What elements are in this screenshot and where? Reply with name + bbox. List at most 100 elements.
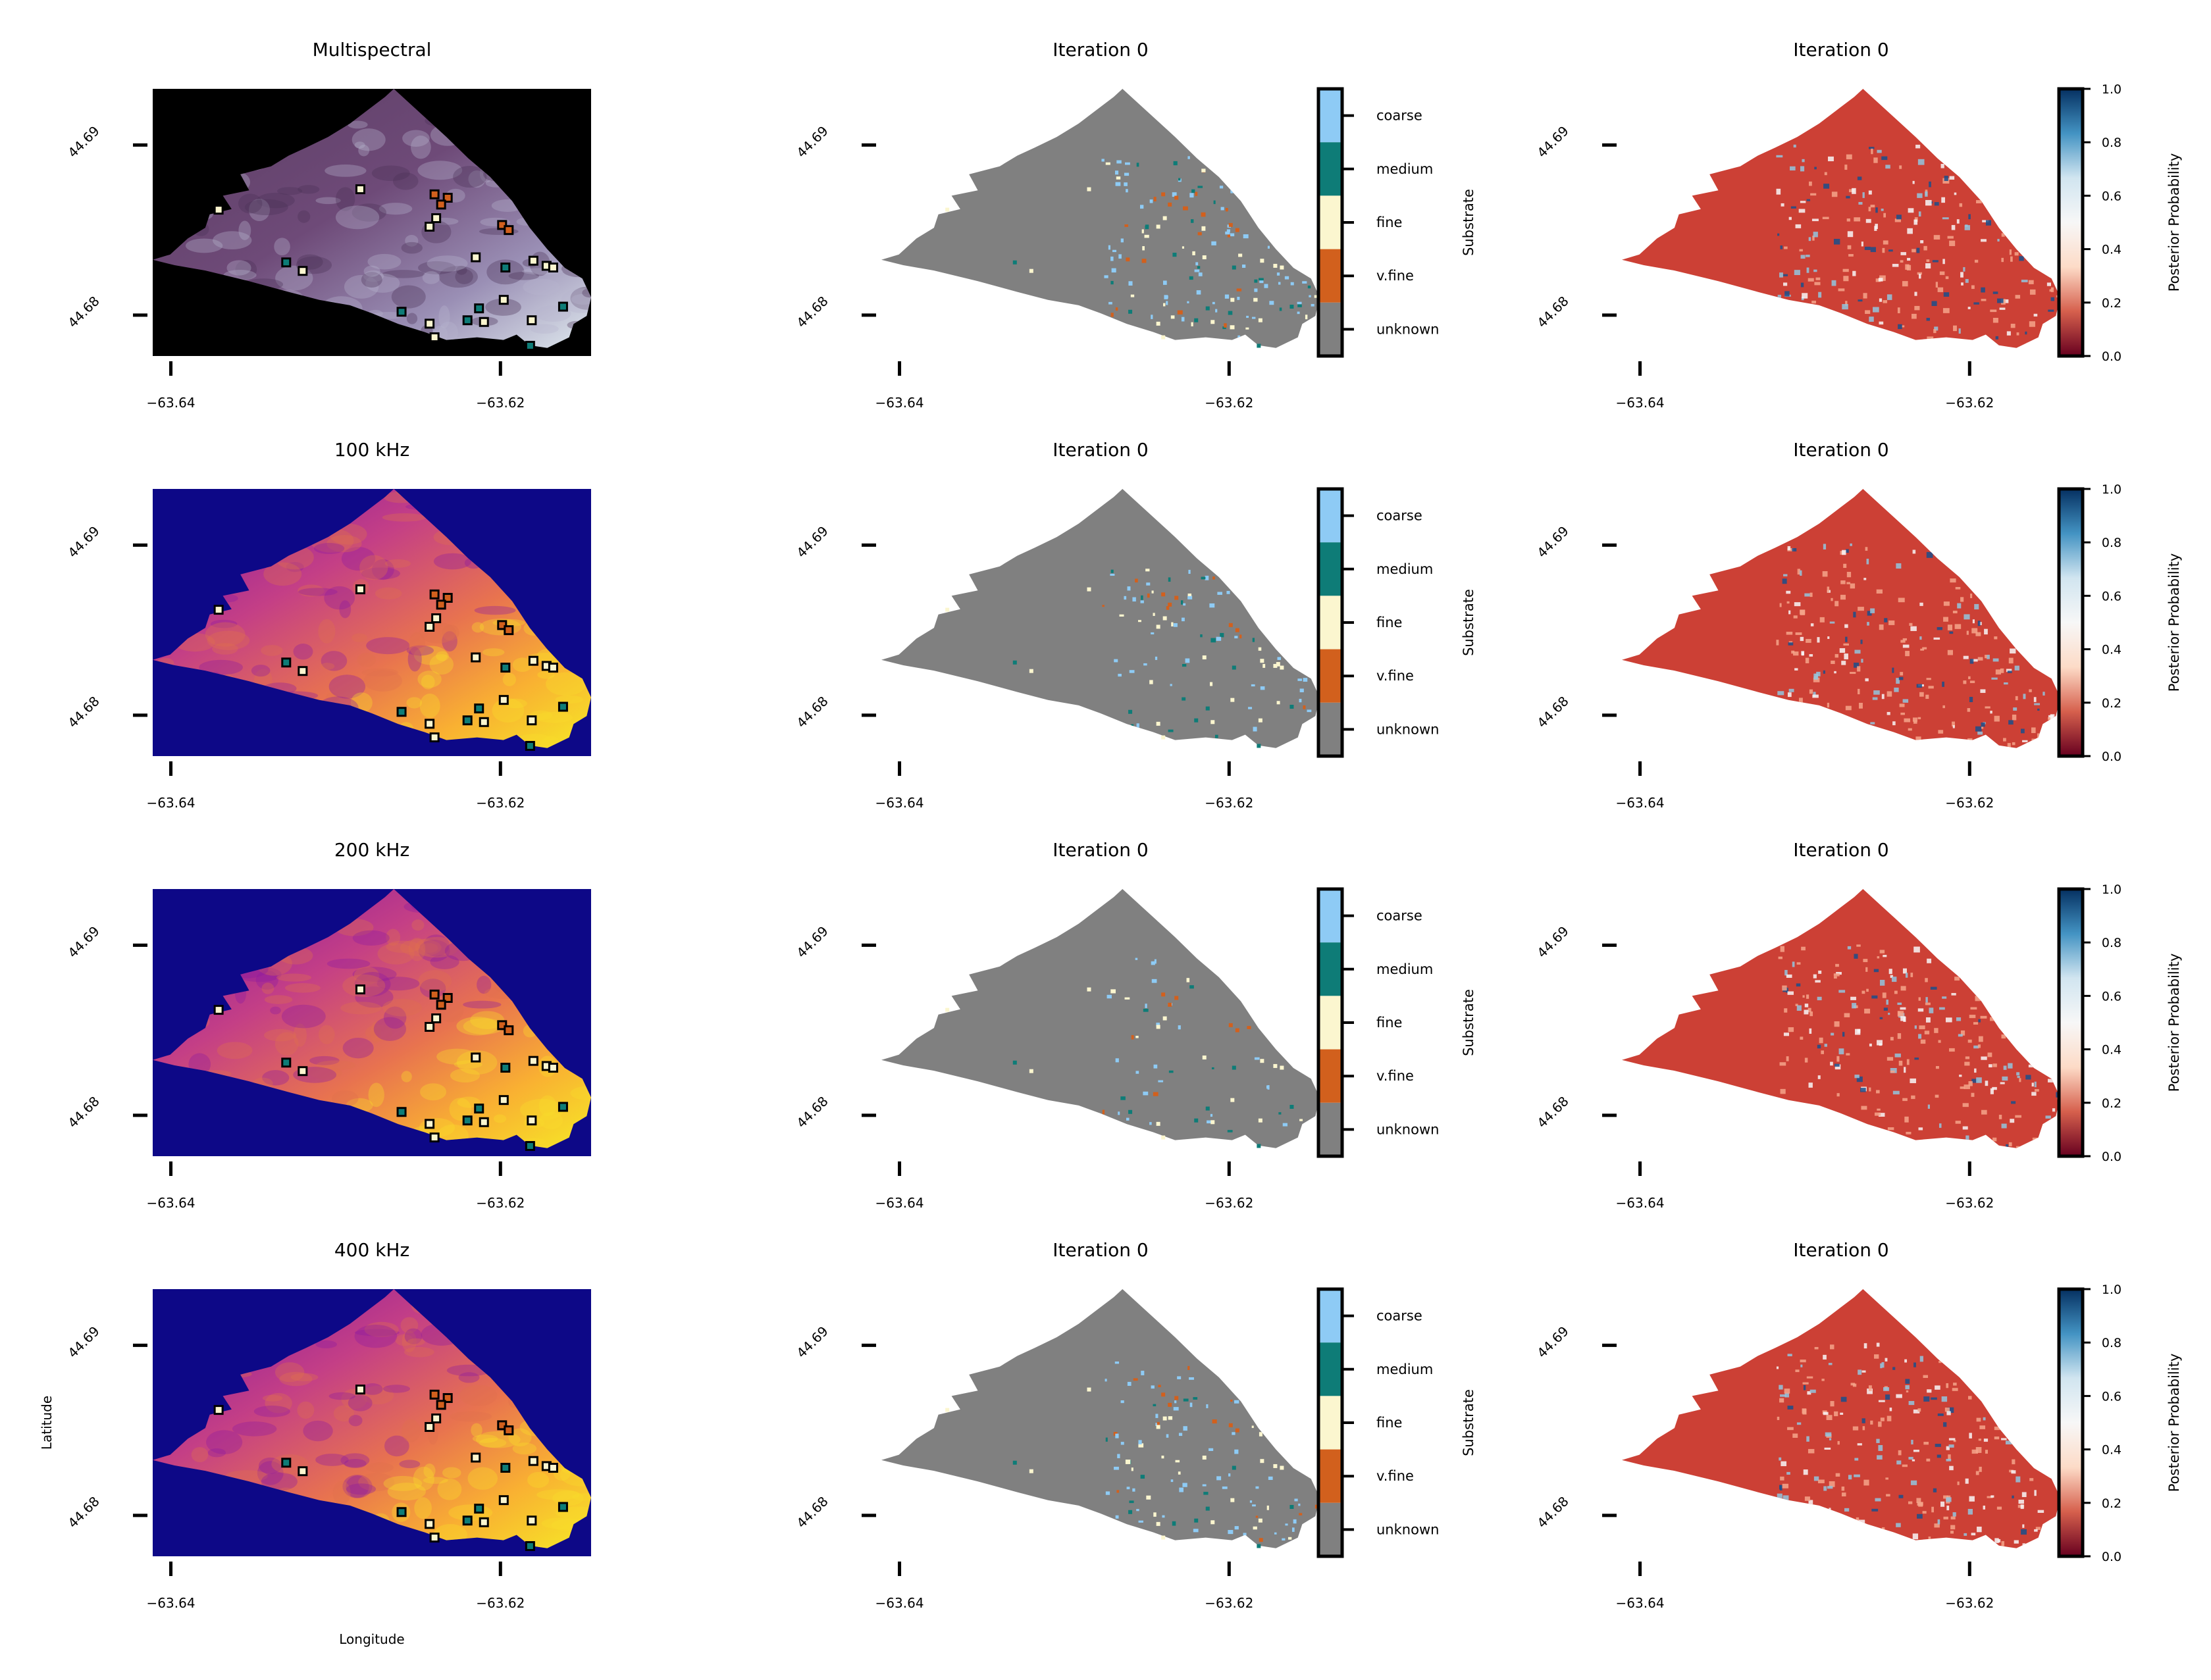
probability-pixel bbox=[1818, 1479, 1825, 1484]
sample-point bbox=[1202, 655, 1207, 660]
probability-pixel bbox=[1923, 1442, 1929, 1445]
probability-pixel bbox=[1868, 207, 1871, 212]
raster-blob bbox=[326, 958, 371, 969]
sample-point bbox=[425, 1021, 435, 1032]
raster-blob bbox=[538, 1095, 557, 1117]
probability-pixel bbox=[1888, 969, 1892, 975]
probability-pixel bbox=[1916, 1498, 1921, 1504]
class-pixel bbox=[1236, 288, 1242, 292]
probability-pixel bbox=[1821, 1379, 1825, 1381]
raster-blob bbox=[541, 1517, 581, 1529]
sample-point bbox=[431, 213, 442, 224]
class-pixel bbox=[1153, 1064, 1158, 1069]
probability-pixel bbox=[1817, 1044, 1821, 1049]
class-pixel bbox=[1182, 246, 1184, 249]
probability-pixel bbox=[1905, 1385, 1910, 1390]
colorbar-tick-label: 0.6 bbox=[2102, 189, 2121, 203]
class-pixel bbox=[1303, 705, 1306, 709]
probability-pixel bbox=[1869, 1087, 1871, 1092]
sample-point bbox=[355, 1385, 365, 1395]
colorbar-tick-label: 0.6 bbox=[2102, 589, 2121, 603]
class-pixel bbox=[1138, 1443, 1144, 1448]
y-tick-label: 44.68 bbox=[1534, 293, 1571, 330]
class-pixel bbox=[1177, 1376, 1182, 1379]
probability-pixel bbox=[1801, 946, 1806, 951]
probability-pixel bbox=[1780, 946, 1784, 952]
sample-point bbox=[281, 257, 292, 268]
class-pixel bbox=[1187, 596, 1193, 599]
probability-pixel bbox=[1882, 247, 1885, 253]
probability-pixel bbox=[1950, 578, 1956, 583]
probability-pixel bbox=[1948, 1438, 1956, 1440]
class-pixel bbox=[1201, 576, 1206, 580]
raster-blob bbox=[423, 1464, 436, 1479]
probability-pixel bbox=[1883, 240, 1888, 245]
probability-pixel bbox=[1786, 1471, 1790, 1475]
probability-pixel bbox=[1792, 961, 1795, 967]
probability-pixel bbox=[1980, 689, 1986, 693]
raster-blob bbox=[344, 274, 379, 299]
raster-blob bbox=[348, 1415, 363, 1427]
raster-blob bbox=[366, 637, 410, 655]
probability-pixel bbox=[1935, 1444, 1941, 1447]
sample-point bbox=[527, 1515, 537, 1526]
raster-blob bbox=[382, 998, 423, 1017]
sample-point bbox=[1161, 1135, 1166, 1140]
probability-pixel bbox=[2008, 1063, 2013, 1069]
class-pixel bbox=[1155, 656, 1158, 660]
sample-point bbox=[945, 1408, 950, 1412]
probability-pixel bbox=[1898, 1450, 1902, 1456]
sample-point bbox=[1194, 1518, 1199, 1523]
probability-pixel bbox=[1830, 1344, 1834, 1350]
probability-pixel bbox=[1992, 1063, 1997, 1067]
colorbar-class-label: unknown bbox=[1376, 1121, 1439, 1137]
colorbar-class-label: unknown bbox=[1376, 321, 1439, 337]
probability-pixel bbox=[1804, 1057, 1808, 1063]
class-pixel bbox=[1228, 1473, 1231, 1477]
class-pixel bbox=[1224, 294, 1230, 299]
probability-pixel bbox=[1879, 298, 1883, 302]
sample-point bbox=[500, 1463, 511, 1473]
class-pixel bbox=[1230, 1399, 1233, 1402]
probability-pixel bbox=[1918, 1502, 1923, 1507]
class-pixel bbox=[1174, 1400, 1177, 1404]
probability-pixel bbox=[1911, 1095, 1915, 1100]
colorbar-tick-label: 0.8 bbox=[2102, 536, 2121, 550]
survey-area bbox=[881, 89, 1320, 348]
probability-pixel bbox=[1806, 1436, 1809, 1442]
raster-blob bbox=[362, 1383, 383, 1395]
class-pixel bbox=[1302, 281, 1307, 284]
sample-point bbox=[1280, 265, 1284, 270]
colorbar-swatch-medium bbox=[1318, 1342, 1342, 1396]
probability-pixel bbox=[2012, 714, 2017, 721]
probability-pixel bbox=[1802, 1382, 1809, 1385]
sample-point bbox=[1235, 1428, 1239, 1433]
sample-point bbox=[474, 1104, 484, 1114]
probability-pixel bbox=[1917, 1514, 1923, 1519]
probability-pixel bbox=[1805, 657, 1809, 663]
probability-pixel bbox=[1927, 1104, 1930, 1109]
x-tick-label: −63.64 bbox=[875, 395, 924, 411]
panel-title: 100 kHz bbox=[334, 439, 409, 461]
class-pixel bbox=[1201, 226, 1206, 231]
class-pixel bbox=[1130, 294, 1135, 297]
raster-blob bbox=[414, 646, 448, 665]
colorbar-class-label: unknown bbox=[1376, 721, 1439, 737]
sample-point bbox=[281, 1458, 292, 1468]
class-speckles bbox=[1101, 156, 1318, 340]
probability-pixel bbox=[1892, 1090, 1900, 1095]
class-pixel bbox=[1205, 575, 1209, 580]
probability-pixel bbox=[1905, 973, 1908, 978]
sample-point bbox=[425, 318, 435, 329]
probability-pixel bbox=[1878, 1444, 1883, 1451]
probability-pixel bbox=[1965, 1135, 1969, 1140]
raster-blob bbox=[340, 1002, 382, 1015]
sample-point bbox=[1228, 222, 1233, 227]
class-pixel bbox=[1126, 1487, 1130, 1490]
probability-pixel bbox=[2020, 1504, 2024, 1510]
probability-pixel bbox=[1796, 1422, 1802, 1425]
probability-pixel bbox=[1918, 997, 1921, 1001]
probability-pixel bbox=[1838, 288, 1845, 292]
probability-pixel bbox=[2033, 313, 2038, 317]
raster-blob bbox=[293, 644, 313, 660]
